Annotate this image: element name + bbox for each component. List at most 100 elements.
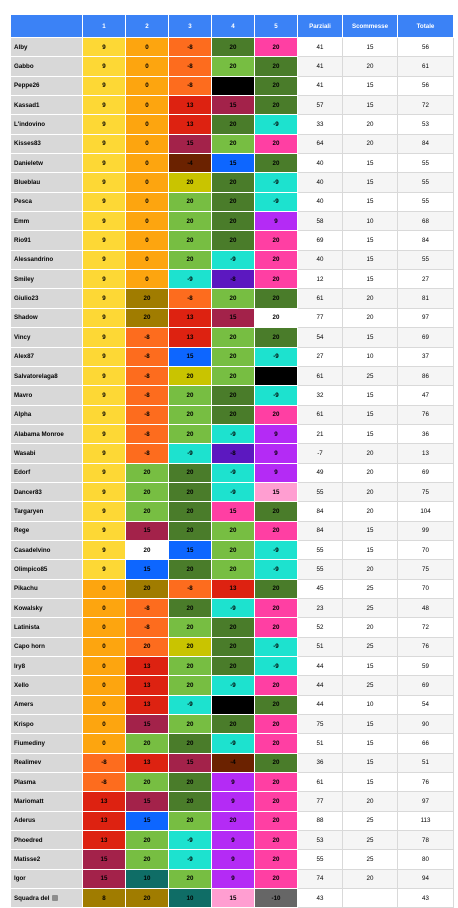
header-round-3: 3 [168,14,212,38]
round-4-score-cell: 20 [211,288,255,309]
total-cell: 69 [397,327,454,348]
round-3-score-cell: 20 [168,462,212,483]
bets-cell: 10 [342,694,398,716]
round-4-score-cell: 9 [211,772,255,793]
round-4-score-cell: 15 [211,501,255,522]
round-4-score-cell: -9 [211,462,255,483]
player-name: Rio91 [14,237,31,245]
partials-cell: 52 [297,617,343,638]
table-row: Dancer83 9 20 20 -9 15 55 20 75 [10,481,454,503]
round-4-score-cell: -4 [211,752,255,774]
player-name-cell: Pikachu [10,578,83,599]
round-2-score-cell: 0 [125,153,169,174]
round-3-score-cell: -8 [168,36,212,58]
bets-cell: 15 [342,772,398,793]
round-3-score-cell: -8 [168,578,212,599]
table-row: Targaryen 9 20 20 15 20 84 20 104 [10,501,454,522]
table-row: Rio91 9 0 20 20 20 69 15 84 [10,230,454,251]
total-cell: 94 [397,868,454,890]
round-5-score-cell: 20 [254,578,298,599]
bets-cell: 15 [342,153,398,174]
header-round-5: 5 [254,14,298,38]
round-3-score-cell: 13 [168,307,212,329]
partials-cell: 77 [297,791,343,812]
round-3-score-cell: 20 [168,423,212,445]
total-cell: 99 [397,520,454,541]
round-4-score-cell: 20 [211,714,255,735]
round-1-score-cell: 15 [82,849,126,870]
player-name: Kowalsky [14,604,43,612]
player-name-cell: Danieletw [10,153,83,174]
bets-cell: 15 [342,95,398,116]
round-5-score-cell: 20 [254,830,298,851]
total-cell: 68 [397,211,454,232]
partials-cell: 40 [297,153,343,174]
player-name: Igor [14,875,26,883]
round-4-score-cell: 20 [211,114,255,135]
partials-cell: 12 [297,269,343,290]
round-3-score-cell: 20 [168,675,212,696]
round-2-score-cell: 0 [125,211,169,232]
round-4-score-cell: 20 [211,211,255,232]
round-4-score-cell: 20 [211,559,255,580]
round-2-score-cell: 20 [125,830,169,851]
round-3-score-cell: -8 [168,56,212,77]
player-name-cell: Mariomatt [10,791,83,812]
round-3-score-cell: 10 [168,888,212,908]
round-3-score-cell: -9 [168,849,212,870]
player-name: Shadow [14,314,38,322]
bets-cell: 15 [342,36,398,58]
round-1-score-cell: 9 [82,95,126,116]
round-1-score-cell: 0 [82,578,126,599]
round-1-score-cell: 0 [82,597,126,619]
partials-cell: -7 [297,443,343,464]
round-3-score-cell: -9 [168,694,212,716]
player-name-cell: Peppe26 [10,75,83,97]
partials-cell: 58 [297,211,343,232]
round-4-score-cell: 20 [211,539,255,561]
player-name: Olimpico85 [14,565,48,573]
bets-cell: 25 [342,578,398,599]
partials-cell: 55 [297,559,343,580]
bets-cell: 15 [342,520,398,541]
table-row: Pikachu 0 20 -8 13 20 45 25 70 [10,578,454,599]
round-4-score-cell: 9 [211,868,255,890]
bets-cell: 20 [342,462,398,483]
round-5-score-cell: 20 [254,56,298,77]
round-2-score-cell: 0 [125,56,169,77]
partials-cell: 61 [297,772,343,793]
player-name-cell: Shadow [10,307,83,329]
player-name-cell: Realimev [10,752,83,774]
player-name-cell: Gabbo [10,56,83,77]
round-5-score-cell: 9 [254,211,298,232]
player-name-cell: Kowalsky [10,597,83,619]
player-name: Smiley [14,275,34,283]
table-row: Alabama Monroe 9 -8 20 -9 9 21 15 36 [10,423,454,445]
round-4-score-cell: -9 [211,249,255,271]
partials-cell: 51 [297,733,343,754]
player-name: Salvatorelaga8 [14,372,58,380]
bets-cell: 15 [342,423,398,445]
bets-cell: 15 [342,75,398,97]
table-row: Edorf 9 20 20 -9 9 49 20 69 [10,462,454,483]
round-5-score-cell: -9 [254,655,298,677]
table-row: Rege 9 15 20 20 20 84 15 99 [10,520,454,541]
round-3-score-cell: 20 [168,655,212,677]
total-cell: 81 [397,288,454,309]
round-2-score-cell: 20 [125,772,169,793]
partials-cell: 23 [297,597,343,619]
partials-cell: 41 [297,75,343,97]
partials-cell: 77 [297,307,343,329]
header-row: 1 2 3 4 5 Parziali Scommesse Totale [10,14,454,38]
round-1-score-cell: 9 [82,230,126,251]
total-cell: 72 [397,617,454,638]
total-cell: 66 [397,733,454,754]
round-4-score-cell: 20 [211,346,255,367]
round-1-score-cell: -8 [82,772,126,793]
round-1-score-cell: 9 [82,191,126,213]
round-2-score-cell: 20 [125,636,169,658]
round-1-score-cell: 9 [82,114,126,135]
round-4-score-cell: 15 [211,888,255,908]
round-2-score-cell: 0 [125,95,169,116]
round-1-score-cell: 9 [82,443,126,464]
